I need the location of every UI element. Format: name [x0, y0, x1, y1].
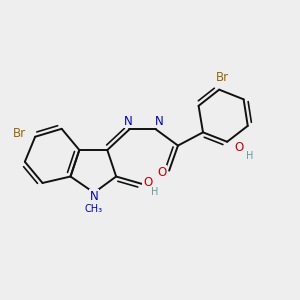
- Text: Br: Br: [216, 71, 229, 84]
- Text: N: N: [155, 115, 164, 128]
- Text: CH₃: CH₃: [85, 204, 103, 214]
- Text: O: O: [157, 166, 167, 178]
- Text: H: H: [151, 187, 159, 197]
- Text: N: N: [124, 115, 132, 128]
- Text: N: N: [90, 190, 98, 203]
- Text: O: O: [143, 176, 152, 189]
- Text: H: H: [245, 151, 253, 161]
- Text: O: O: [234, 141, 244, 154]
- Text: Br: Br: [12, 127, 26, 140]
